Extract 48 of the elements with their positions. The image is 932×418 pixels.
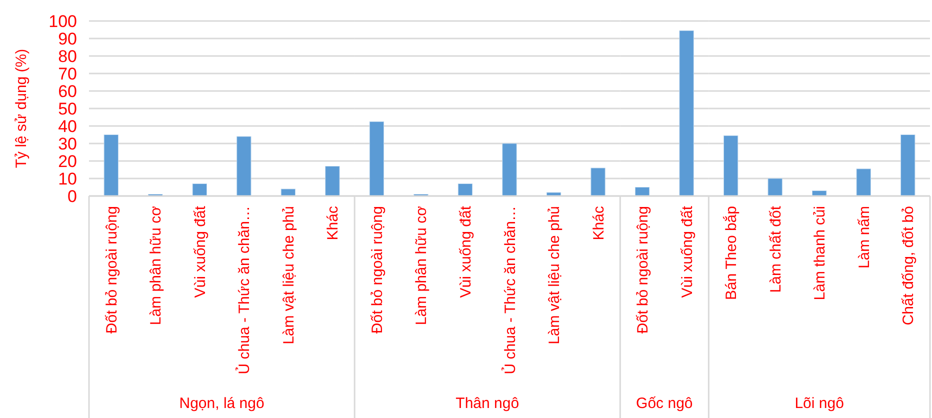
x-axis-title: Gốc ngô	[636, 395, 693, 412]
x-tick-label: Làm vật liệu che phủ	[280, 206, 298, 344]
y-tick-label: 80	[58, 46, 77, 66]
x-tick-label: Làm chất đốt	[767, 205, 784, 293]
x-tick-label: Khác	[324, 206, 342, 240]
x-axis-title: Lõi ngô	[794, 395, 844, 412]
bar	[856, 168, 871, 196]
x-tick-label: Đốt bỏ ngoài ruộng	[103, 206, 120, 334]
y-tick-label: 20	[58, 152, 77, 171]
x-tick-label: Ủ chua - Thức ăn chăn…	[235, 206, 254, 374]
y-tick-label: 100	[48, 12, 77, 31]
x-tick-label: Đốt bỏ ngoài ruộng	[634, 206, 652, 334]
x-axis-title: Thân ngô	[456, 395, 520, 412]
bar	[369, 121, 384, 196]
x-axis-title: Ngọn, lá ngô	[179, 395, 264, 412]
bar	[236, 136, 252, 196]
bar	[104, 134, 118, 196]
y-tick-label: 90	[58, 29, 77, 48]
y-tick-label: 60	[58, 82, 77, 101]
x-tick-label: Làm thanh củi	[812, 206, 829, 300]
x-tick-label: Bán Theo bắp	[722, 206, 740, 300]
bar	[590, 168, 606, 196]
y-tick-label: 50	[58, 99, 77, 118]
bar	[900, 134, 916, 196]
y-tick-label: 30	[58, 134, 77, 154]
x-tick-label: Làm vật liệu che phủ	[546, 206, 564, 344]
y-tick-label: 0	[68, 186, 77, 206]
x-tick-label: Làm phân hữu cơ	[413, 206, 430, 326]
bar	[458, 184, 473, 196]
bar	[502, 143, 517, 196]
bar	[192, 184, 207, 196]
y-tick-label: 70	[58, 64, 77, 84]
bar	[325, 166, 340, 196]
y-tick-label: 40	[58, 116, 77, 136]
x-tick-label: Vùi xuống đất	[192, 205, 209, 298]
x-tick-label: Vùi xuống đất	[457, 205, 474, 298]
x-tick-label: Khác	[590, 206, 608, 240]
x-tick-label: Làm phân hữu cơ	[148, 206, 165, 326]
x-tick-label: Đốt bỏ ngoài ruộng	[368, 206, 386, 334]
bar	[768, 178, 782, 196]
x-tick-label: Ủ chua - Thức ăn chăn…	[500, 206, 519, 374]
bar	[723, 135, 738, 196]
y-axis-title: Tỷ lệ sử dụng (%)	[13, 48, 30, 168]
bar	[280, 188, 296, 196]
x-tick-label: Làm nấm	[856, 206, 873, 269]
y-tick-label: 10	[58, 169, 77, 188]
x-tick-label: Vùi xuống đất	[678, 205, 696, 298]
x-tick-label: Chất đống, đốt bỏ	[900, 206, 918, 326]
